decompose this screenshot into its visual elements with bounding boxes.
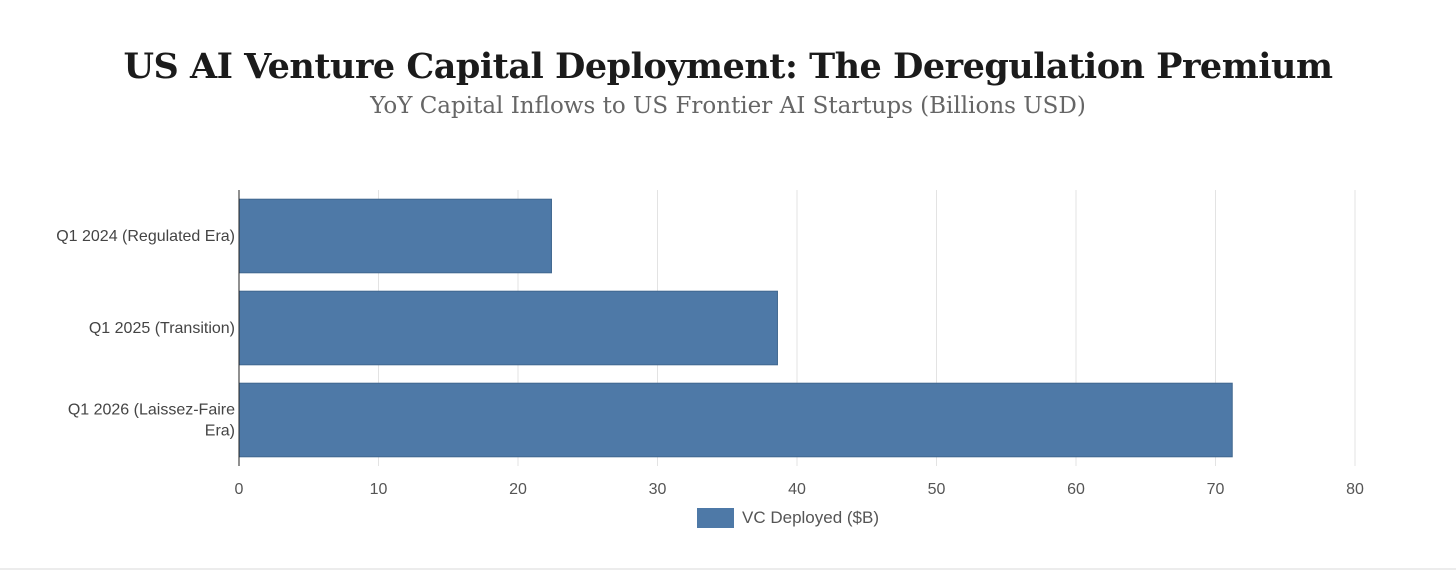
category-label-0-0: Q1 2024 (Regulated Era) bbox=[56, 228, 235, 245]
x-tick-label-0: 0 bbox=[235, 481, 244, 498]
bar-2[interactable] bbox=[238, 382, 1233, 458]
x-tick-label-80: 80 bbox=[1346, 481, 1364, 498]
x-tick-label-10: 10 bbox=[370, 481, 388, 498]
chart-subtitle: YoY Capital Inflows to US Frontier AI St… bbox=[370, 93, 1086, 119]
category-label-2-0: Q1 2026 (Laissez-Faire bbox=[68, 402, 235, 419]
legend[interactable]: VC Deployed ($B) bbox=[697, 507, 879, 529]
x-tick-label-60: 60 bbox=[1067, 481, 1085, 498]
bar-0[interactable] bbox=[238, 198, 552, 274]
legend-label: VC Deployed ($B) bbox=[742, 508, 880, 527]
x-tick-label-70: 70 bbox=[1207, 481, 1225, 498]
bar-1[interactable] bbox=[238, 290, 778, 366]
category-label-2-1: Era) bbox=[205, 423, 235, 440]
x-tick-label-20: 20 bbox=[509, 481, 527, 498]
x-tick-label-30: 30 bbox=[649, 481, 667, 498]
x-tick-label-50: 50 bbox=[928, 481, 946, 498]
legend-swatch bbox=[697, 508, 734, 528]
bottom-divider bbox=[0, 568, 1456, 570]
category-label-1-0: Q1 2025 (Transition) bbox=[89, 320, 235, 337]
chart-title: US AI Venture Capital Deployment: The De… bbox=[123, 46, 1333, 87]
x-tick-label-40: 40 bbox=[788, 481, 806, 498]
